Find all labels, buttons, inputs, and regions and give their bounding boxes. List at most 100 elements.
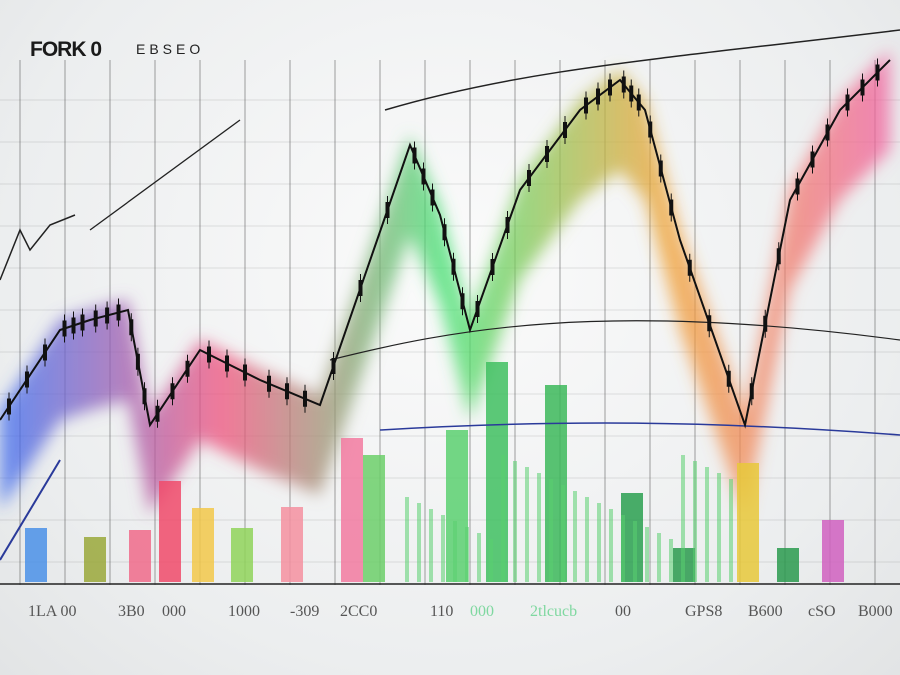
candle-body <box>71 317 76 334</box>
candle-body <box>621 76 626 93</box>
bar-thin <box>621 515 625 582</box>
bar-thin <box>501 455 505 582</box>
candle-body <box>475 301 480 317</box>
candle-body <box>563 122 567 138</box>
candle-body <box>105 307 110 324</box>
bar-thin <box>561 485 565 582</box>
candle-body <box>358 280 363 296</box>
trend-line <box>0 459 61 561</box>
bar-thin <box>549 479 553 582</box>
bar <box>129 530 151 582</box>
candle-body <box>331 358 336 374</box>
gradient-area <box>0 50 890 515</box>
candle-body <box>243 364 247 381</box>
bar <box>777 548 799 582</box>
bar-thin <box>657 533 661 582</box>
bar-thin <box>441 515 445 582</box>
x-tick-label: 2tlcucb <box>530 603 578 620</box>
candle-body <box>185 360 190 377</box>
x-tick-label: GPS8 <box>685 603 723 620</box>
bar-thin <box>477 533 481 582</box>
candle-body <box>412 147 417 164</box>
candle-body <box>584 97 588 114</box>
candle-body <box>810 151 815 168</box>
candle-body <box>527 170 531 186</box>
bar-thin <box>597 503 601 582</box>
bar-thin <box>609 509 613 582</box>
candle-body <box>207 346 211 363</box>
candle-body <box>687 259 692 276</box>
candle-body <box>825 124 830 141</box>
candle-body <box>629 85 634 102</box>
x-tick-label: 2CC0 <box>340 603 378 620</box>
candle-body <box>636 94 641 111</box>
candle-body <box>385 202 390 218</box>
x-tick-label: 00 <box>615 603 631 620</box>
candle-body <box>80 314 85 331</box>
bar-thin <box>585 497 589 582</box>
bar <box>192 508 214 582</box>
candle-body <box>225 355 229 372</box>
bar <box>281 507 303 582</box>
candle-body <box>129 319 134 336</box>
logo: FORK 0 <box>30 38 102 61</box>
x-tick-label: 000 <box>162 603 186 620</box>
trend-curve <box>384 29 900 111</box>
candle-body <box>303 390 307 407</box>
candle-body <box>658 160 663 177</box>
x-tick-label: cSO <box>808 603 836 620</box>
candle-body <box>285 383 289 400</box>
candle-body <box>442 224 447 241</box>
bar <box>231 528 253 582</box>
candle-body <box>170 383 175 400</box>
trend-line <box>89 119 241 231</box>
bar <box>341 438 363 582</box>
candle-body <box>596 88 600 105</box>
candle-body <box>142 388 147 405</box>
candle-body <box>421 168 426 185</box>
candle-body <box>545 146 549 162</box>
bar-thin <box>729 479 733 582</box>
candle-body <box>43 344 47 361</box>
candle-body <box>135 353 140 370</box>
bar <box>621 493 643 582</box>
candle-body <box>25 371 29 388</box>
candle-body <box>707 315 712 332</box>
bar <box>84 537 106 582</box>
candle-body <box>116 304 121 321</box>
candle-body <box>875 64 880 81</box>
bar-thin <box>465 527 469 582</box>
candle-body <box>608 79 612 96</box>
candle-body <box>267 375 271 392</box>
candle-body <box>648 121 653 138</box>
bar-thin <box>417 503 421 582</box>
bar-thin <box>405 497 409 582</box>
bar-thin <box>525 467 529 582</box>
candle-body <box>776 248 781 265</box>
candle-body <box>669 199 674 216</box>
bar-thin <box>717 473 721 582</box>
bar <box>737 463 759 582</box>
x-tick-label: 110 <box>430 603 454 620</box>
x-tick-label: 000 <box>470 603 494 620</box>
trend-curve <box>379 422 900 436</box>
bar-thin <box>669 539 673 582</box>
candle-body <box>860 79 865 96</box>
candle-body <box>93 310 98 327</box>
bar <box>363 455 385 582</box>
candle-body <box>726 370 731 387</box>
x-tick-label: 3B0 <box>118 603 145 620</box>
bar-thin <box>513 461 517 582</box>
x-tick-label: B000 <box>858 603 893 620</box>
candle-body <box>490 259 495 275</box>
bar-thin <box>429 509 433 582</box>
subtitle: EBSEO <box>136 41 205 57</box>
bar-thin <box>681 455 685 582</box>
candle-body <box>7 398 11 415</box>
candle-body <box>795 178 800 195</box>
trend-curve <box>329 320 900 361</box>
x-tick-label: 1LA 00 <box>28 603 77 620</box>
bar <box>822 520 844 582</box>
candle-body <box>62 320 67 337</box>
